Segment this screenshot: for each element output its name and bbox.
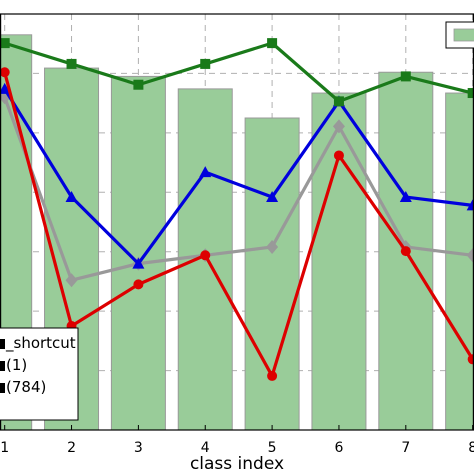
data-point [133, 279, 144, 290]
data-point [400, 246, 411, 257]
series-line [3, 71, 474, 378]
legend-marker [0, 339, 5, 349]
data-point [467, 88, 474, 99]
bar-category-3 [110, 75, 166, 431]
x-axis-ticks: 1 2 3 4 5 6 7 8 [0, 425, 474, 456]
data-point [267, 38, 278, 49]
x-axis-label: class index [190, 454, 284, 474]
data-point [467, 354, 474, 365]
bar-category-5 [244, 117, 300, 431]
data-point [133, 79, 144, 90]
series-line [4, 41, 474, 103]
data-point [266, 191, 279, 203]
bar-category-8 [445, 92, 474, 431]
legend-lower-left: _shortcut (1) (784) [0, 327, 79, 421]
data-point [200, 58, 211, 69]
data-point [400, 71, 411, 82]
data-point [199, 166, 212, 178]
legend-entry-label: (1) [6, 356, 27, 374]
legend-entry-label: (784) [6, 378, 46, 396]
legend-box [0, 327, 79, 421]
data-point [0, 67, 10, 78]
bar-category-6 [311, 92, 367, 431]
line-series-4 [0, 67, 474, 381]
line-series-1 [0, 38, 474, 107]
legend-top-right [445, 21, 474, 49]
data-point [200, 250, 211, 261]
x-tick-label: 6 [334, 440, 343, 456]
x-tick-label: 3 [134, 440, 143, 456]
plot-frame [0, 13, 474, 431]
data-point [333, 96, 344, 107]
data-point [266, 239, 279, 254]
legend-marker [0, 361, 5, 371]
x-tick-label: 7 [401, 440, 410, 456]
line-series-group [0, 38, 474, 381]
x-tick-label: 4 [201, 440, 210, 456]
data-point [267, 370, 278, 381]
data-point [333, 150, 344, 161]
data-point [0, 38, 10, 49]
data-point [399, 191, 412, 203]
data-point [65, 191, 78, 203]
legend-entry-label: _shortcut [5, 334, 76, 353]
data-point [132, 257, 145, 269]
x-tick-label: 2 [67, 440, 76, 456]
data-point [65, 273, 78, 288]
x-tick-label: 8 [468, 440, 474, 456]
legend-marker [0, 383, 5, 393]
data-point [332, 119, 345, 134]
data-point [466, 248, 474, 263]
series-line [3, 88, 473, 266]
series-line [3, 96, 473, 282]
data-point [66, 58, 77, 69]
x-tick-label: 1 [0, 440, 9, 456]
data-point [466, 199, 474, 211]
x-tick-label: 5 [268, 440, 277, 456]
bar-series [0, 34, 474, 431]
legend-bar-patch [453, 28, 474, 42]
